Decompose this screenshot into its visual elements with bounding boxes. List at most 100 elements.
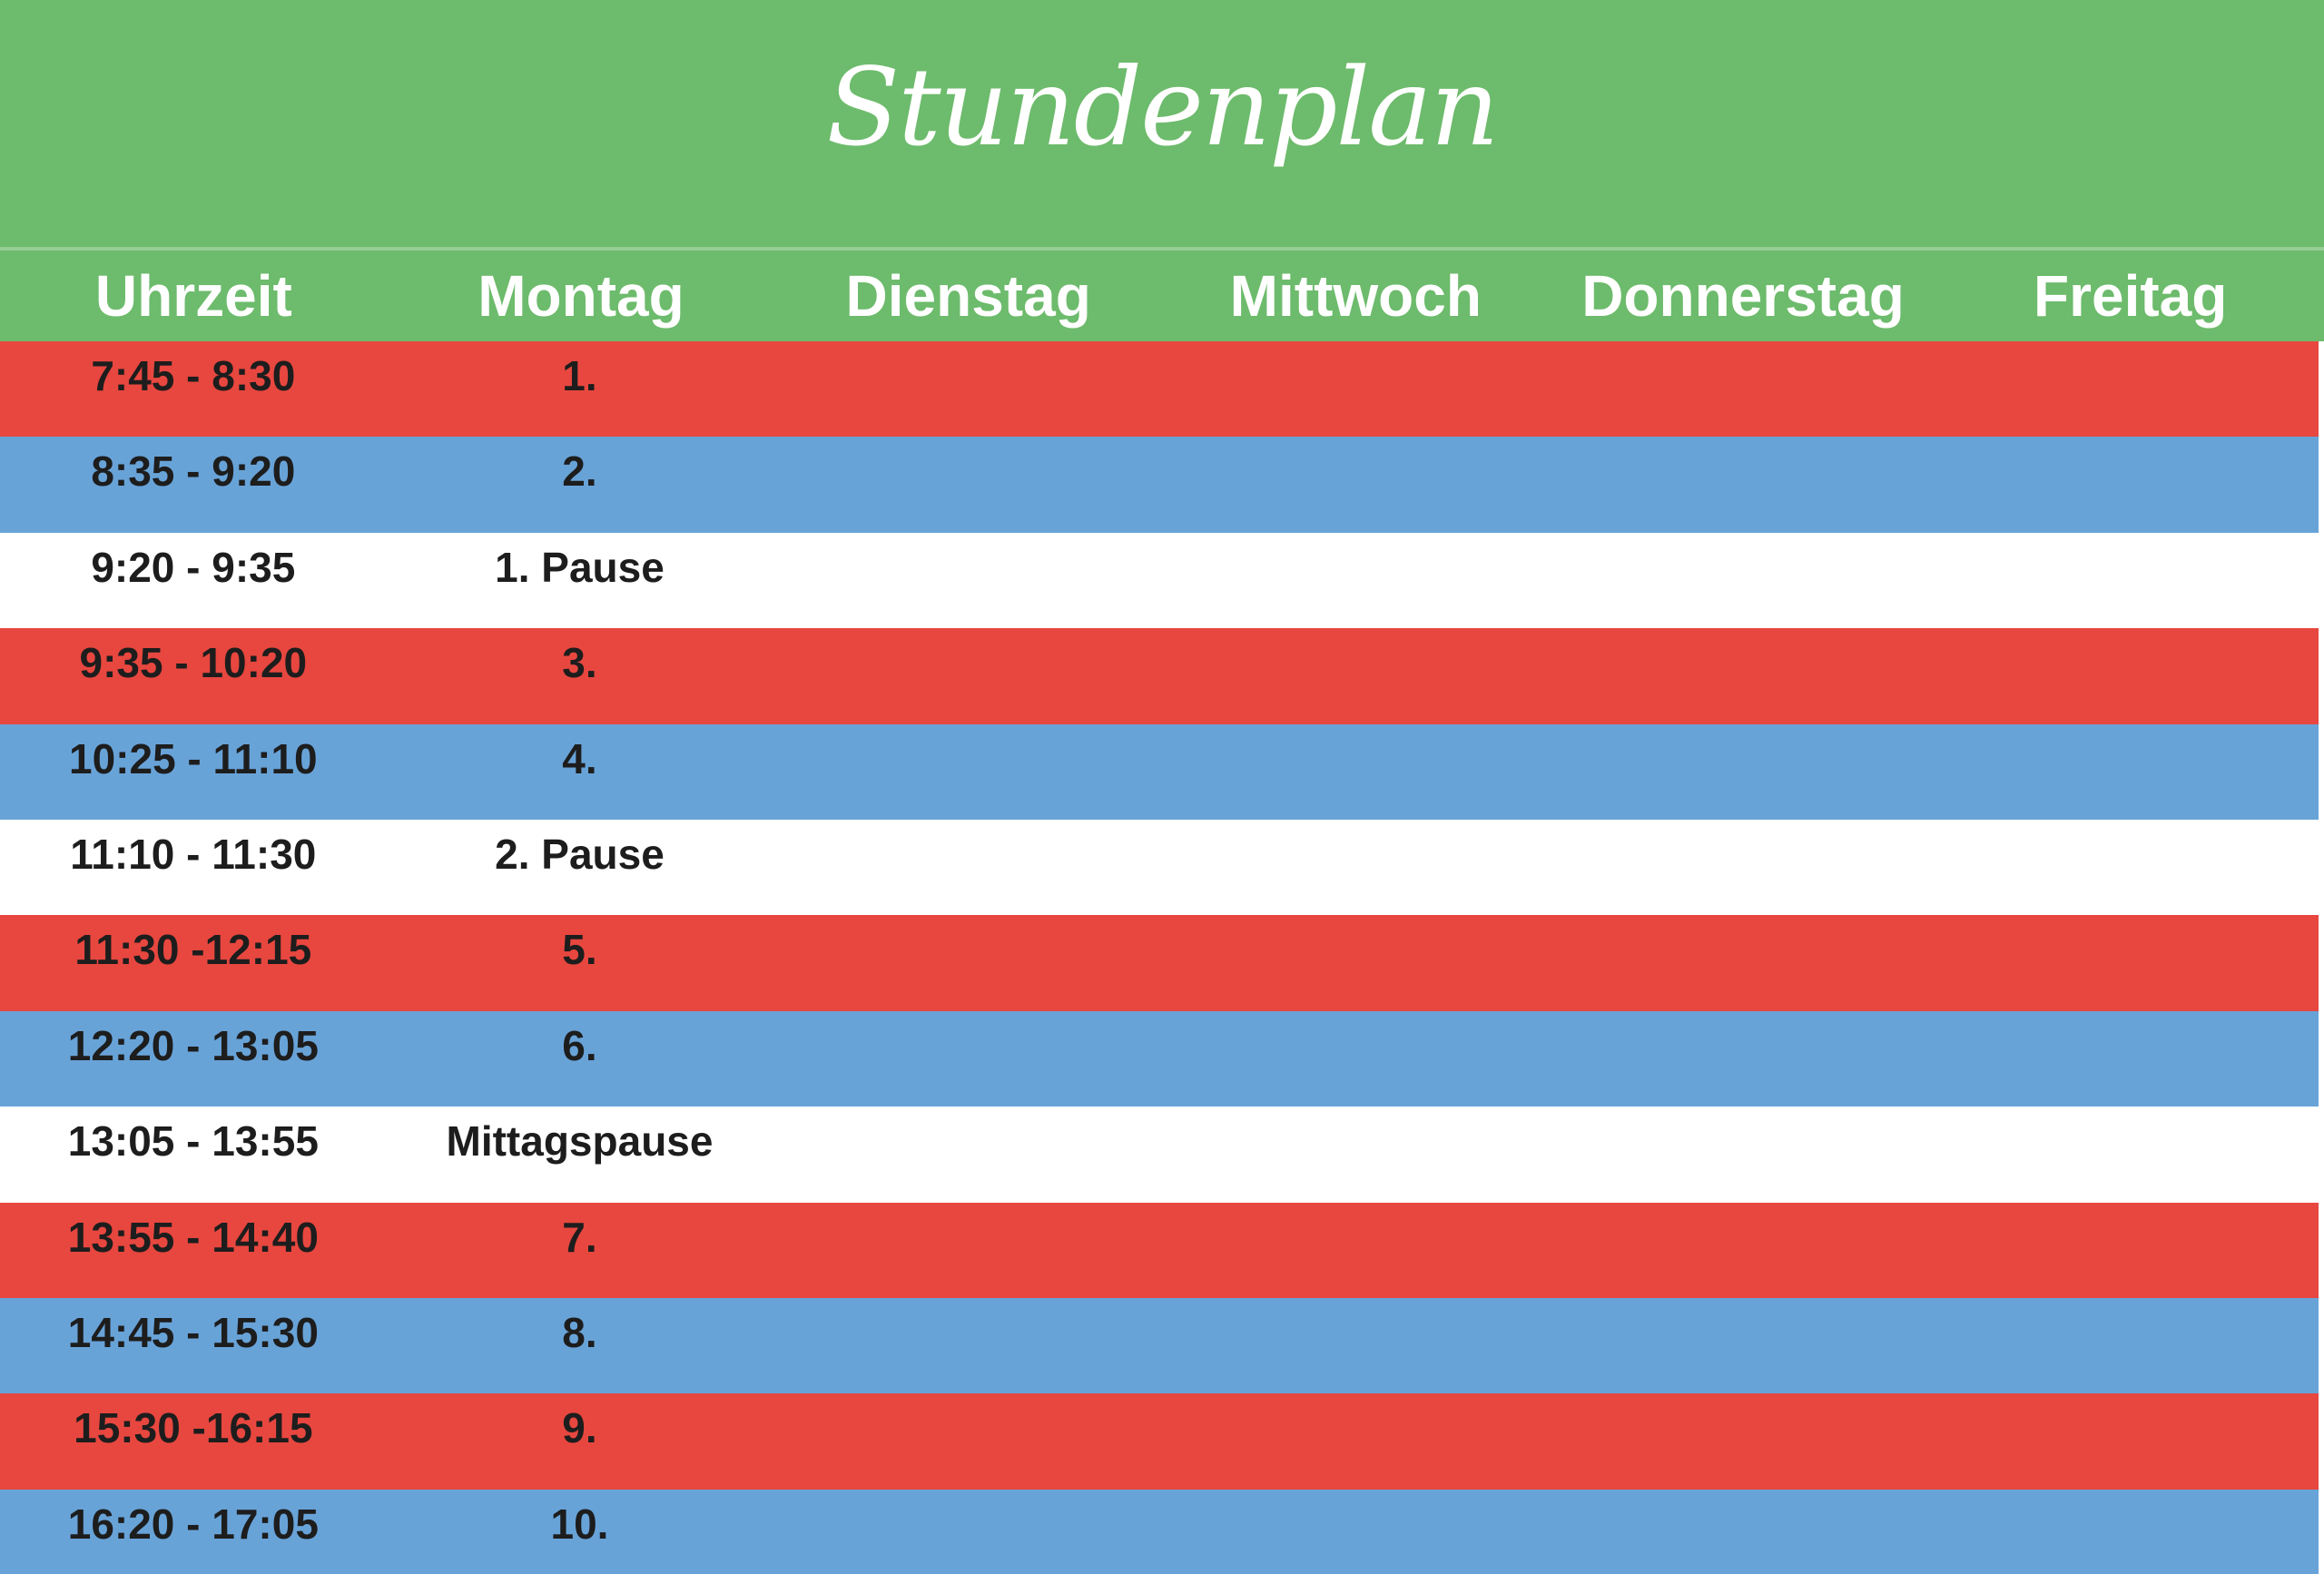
day-cell-mittwoch xyxy=(1159,341,1546,437)
day-cell-dienstag xyxy=(773,1011,1159,1107)
title-banner: Stundenplan xyxy=(0,0,2324,247)
day-cell-dienstag xyxy=(773,1203,1159,1298)
time-cell: 15:30 -16:15 xyxy=(74,1404,313,1452)
table-row: 11:10 - 11:30 2. Pause xyxy=(0,819,2319,916)
lesson-cell: 1. xyxy=(562,352,597,399)
table-row: 10:25 - 11:10 4. xyxy=(0,723,2319,820)
day-cell-mittwoch xyxy=(1159,724,1546,820)
day-cell-donnerstag xyxy=(1546,533,1933,628)
time-cell: 9:35 - 10:20 xyxy=(79,639,308,687)
day-cell-freitag xyxy=(1932,1298,2319,1393)
day-cell-freitag xyxy=(1932,1490,2319,1574)
time-cell: 16:20 - 17:05 xyxy=(67,1500,319,1548)
day-cell-freitag xyxy=(1932,1203,2319,1298)
day-cell-freitag xyxy=(1932,724,2319,820)
column-header-montag: Montag xyxy=(478,263,684,329)
lesson-cell: 2. xyxy=(562,448,597,496)
day-cell-dienstag xyxy=(773,628,1159,723)
day-cell-donnerstag xyxy=(1546,724,1933,820)
table-row: 13:05 - 13:55 Mittagspause xyxy=(0,1107,2319,1203)
lesson-cell: 6. xyxy=(562,1021,597,1069)
day-cell-mittwoch xyxy=(1159,437,1546,532)
column-header-mittwoch: Mittwoch xyxy=(1229,263,1482,329)
time-cell: 13:55 - 14:40 xyxy=(67,1213,319,1261)
day-cell-freitag xyxy=(1932,915,2319,1010)
time-cell: 7:45 - 8:30 xyxy=(91,352,296,399)
day-cell-donnerstag xyxy=(1546,1011,1933,1107)
day-cell-dienstag xyxy=(773,533,1159,628)
day-cell-dienstag xyxy=(773,915,1159,1010)
column-header-row: Uhrzeit Montag Dienstag Mittwoch Donners… xyxy=(0,247,2324,341)
time-cell: 8:35 - 9:20 xyxy=(91,448,296,496)
day-cell-mittwoch xyxy=(1159,1298,1546,1393)
day-cell-dienstag xyxy=(773,724,1159,820)
day-cell-dienstag xyxy=(773,1298,1159,1393)
day-cell-dienstag xyxy=(773,820,1159,915)
table-row: 14:45 - 15:30 8. xyxy=(0,1297,2319,1394)
day-cell-mittwoch xyxy=(1159,628,1546,723)
day-cell-freitag xyxy=(1932,628,2319,723)
lesson-cell: 5. xyxy=(562,926,597,974)
day-cell-donnerstag xyxy=(1546,628,1933,723)
day-cell-freitag xyxy=(1932,533,2319,628)
column-header-freitag: Freitag xyxy=(2033,263,2228,329)
day-cell-freitag xyxy=(1932,341,2319,437)
day-cell-mittwoch xyxy=(1159,820,1546,915)
lesson-cell: 10. xyxy=(550,1500,609,1548)
day-cell-donnerstag xyxy=(1546,820,1933,915)
time-cell: 12:20 - 13:05 xyxy=(67,1021,319,1069)
column-header-dienstag: Dienstag xyxy=(845,263,1091,329)
page-title: Stundenplan xyxy=(826,44,1499,170)
lesson-cell: Mittagspause xyxy=(446,1117,714,1166)
timetable-body: 7:45 - 8:30 1. 8:35 - 9:20 2. 9:20 - 9:3… xyxy=(0,341,2324,1574)
lesson-cell: 9. xyxy=(562,1404,597,1452)
day-cell-freitag xyxy=(1932,820,2319,915)
column-header-donnerstag: Donnerstag xyxy=(1581,263,1905,329)
column-header-uhrzeit: Uhrzeit xyxy=(94,263,292,329)
day-cell-freitag xyxy=(1932,1107,2319,1202)
time-cell: 10:25 - 11:10 xyxy=(69,734,318,782)
day-cell-donnerstag xyxy=(1546,437,1933,532)
time-cell: 14:45 - 15:30 xyxy=(67,1308,319,1356)
lesson-cell: 1. Pause xyxy=(495,543,665,591)
table-row: 7:45 - 8:30 1. xyxy=(0,341,2319,438)
day-cell-dienstag xyxy=(773,437,1159,532)
time-cell: 11:10 - 11:30 xyxy=(70,830,317,878)
day-cell-mittwoch xyxy=(1159,1490,1546,1574)
table-row: 13:55 - 14:40 7. xyxy=(0,1202,2319,1298)
day-cell-dienstag xyxy=(773,1107,1159,1202)
day-cell-freitag xyxy=(1932,1011,2319,1107)
lesson-cell: 8. xyxy=(562,1308,597,1356)
day-cell-donnerstag xyxy=(1546,1107,1933,1202)
day-cell-mittwoch xyxy=(1159,1107,1546,1202)
day-cell-donnerstag xyxy=(1546,341,1933,437)
day-cell-donnerstag xyxy=(1546,1298,1933,1393)
day-cell-donnerstag xyxy=(1546,915,1933,1010)
day-cell-mittwoch xyxy=(1159,533,1546,628)
lesson-cell: 3. xyxy=(562,639,597,687)
lesson-cell: 2. Pause xyxy=(495,830,665,878)
table-row: 8:35 - 9:20 2. xyxy=(0,437,2319,533)
day-cell-freitag xyxy=(1932,437,2319,532)
day-cell-dienstag xyxy=(773,341,1159,437)
table-row: 9:35 - 10:20 3. xyxy=(0,628,2319,724)
table-row: 12:20 - 13:05 6. xyxy=(0,1010,2319,1107)
day-cell-dienstag xyxy=(773,1490,1159,1574)
time-cell: 13:05 - 13:55 xyxy=(67,1117,319,1166)
day-cell-mittwoch xyxy=(1159,915,1546,1010)
day-cell-donnerstag xyxy=(1546,1393,1933,1489)
lesson-cell: 7. xyxy=(562,1213,597,1261)
time-cell: 9:20 - 9:35 xyxy=(91,543,296,591)
lesson-cell: 4. xyxy=(562,734,597,782)
day-cell-freitag xyxy=(1932,1393,2319,1489)
day-cell-mittwoch xyxy=(1159,1203,1546,1298)
table-row: 16:20 - 17:05 10. xyxy=(0,1489,2319,1574)
day-cell-donnerstag xyxy=(1546,1490,1933,1574)
day-cell-mittwoch xyxy=(1159,1011,1546,1107)
day-cell-dienstag xyxy=(773,1393,1159,1489)
table-row: 11:30 -12:15 5. xyxy=(0,915,2319,1011)
day-cell-donnerstag xyxy=(1546,1203,1933,1298)
table-row: 15:30 -16:15 9. xyxy=(0,1393,2319,1490)
day-cell-mittwoch xyxy=(1159,1393,1546,1489)
